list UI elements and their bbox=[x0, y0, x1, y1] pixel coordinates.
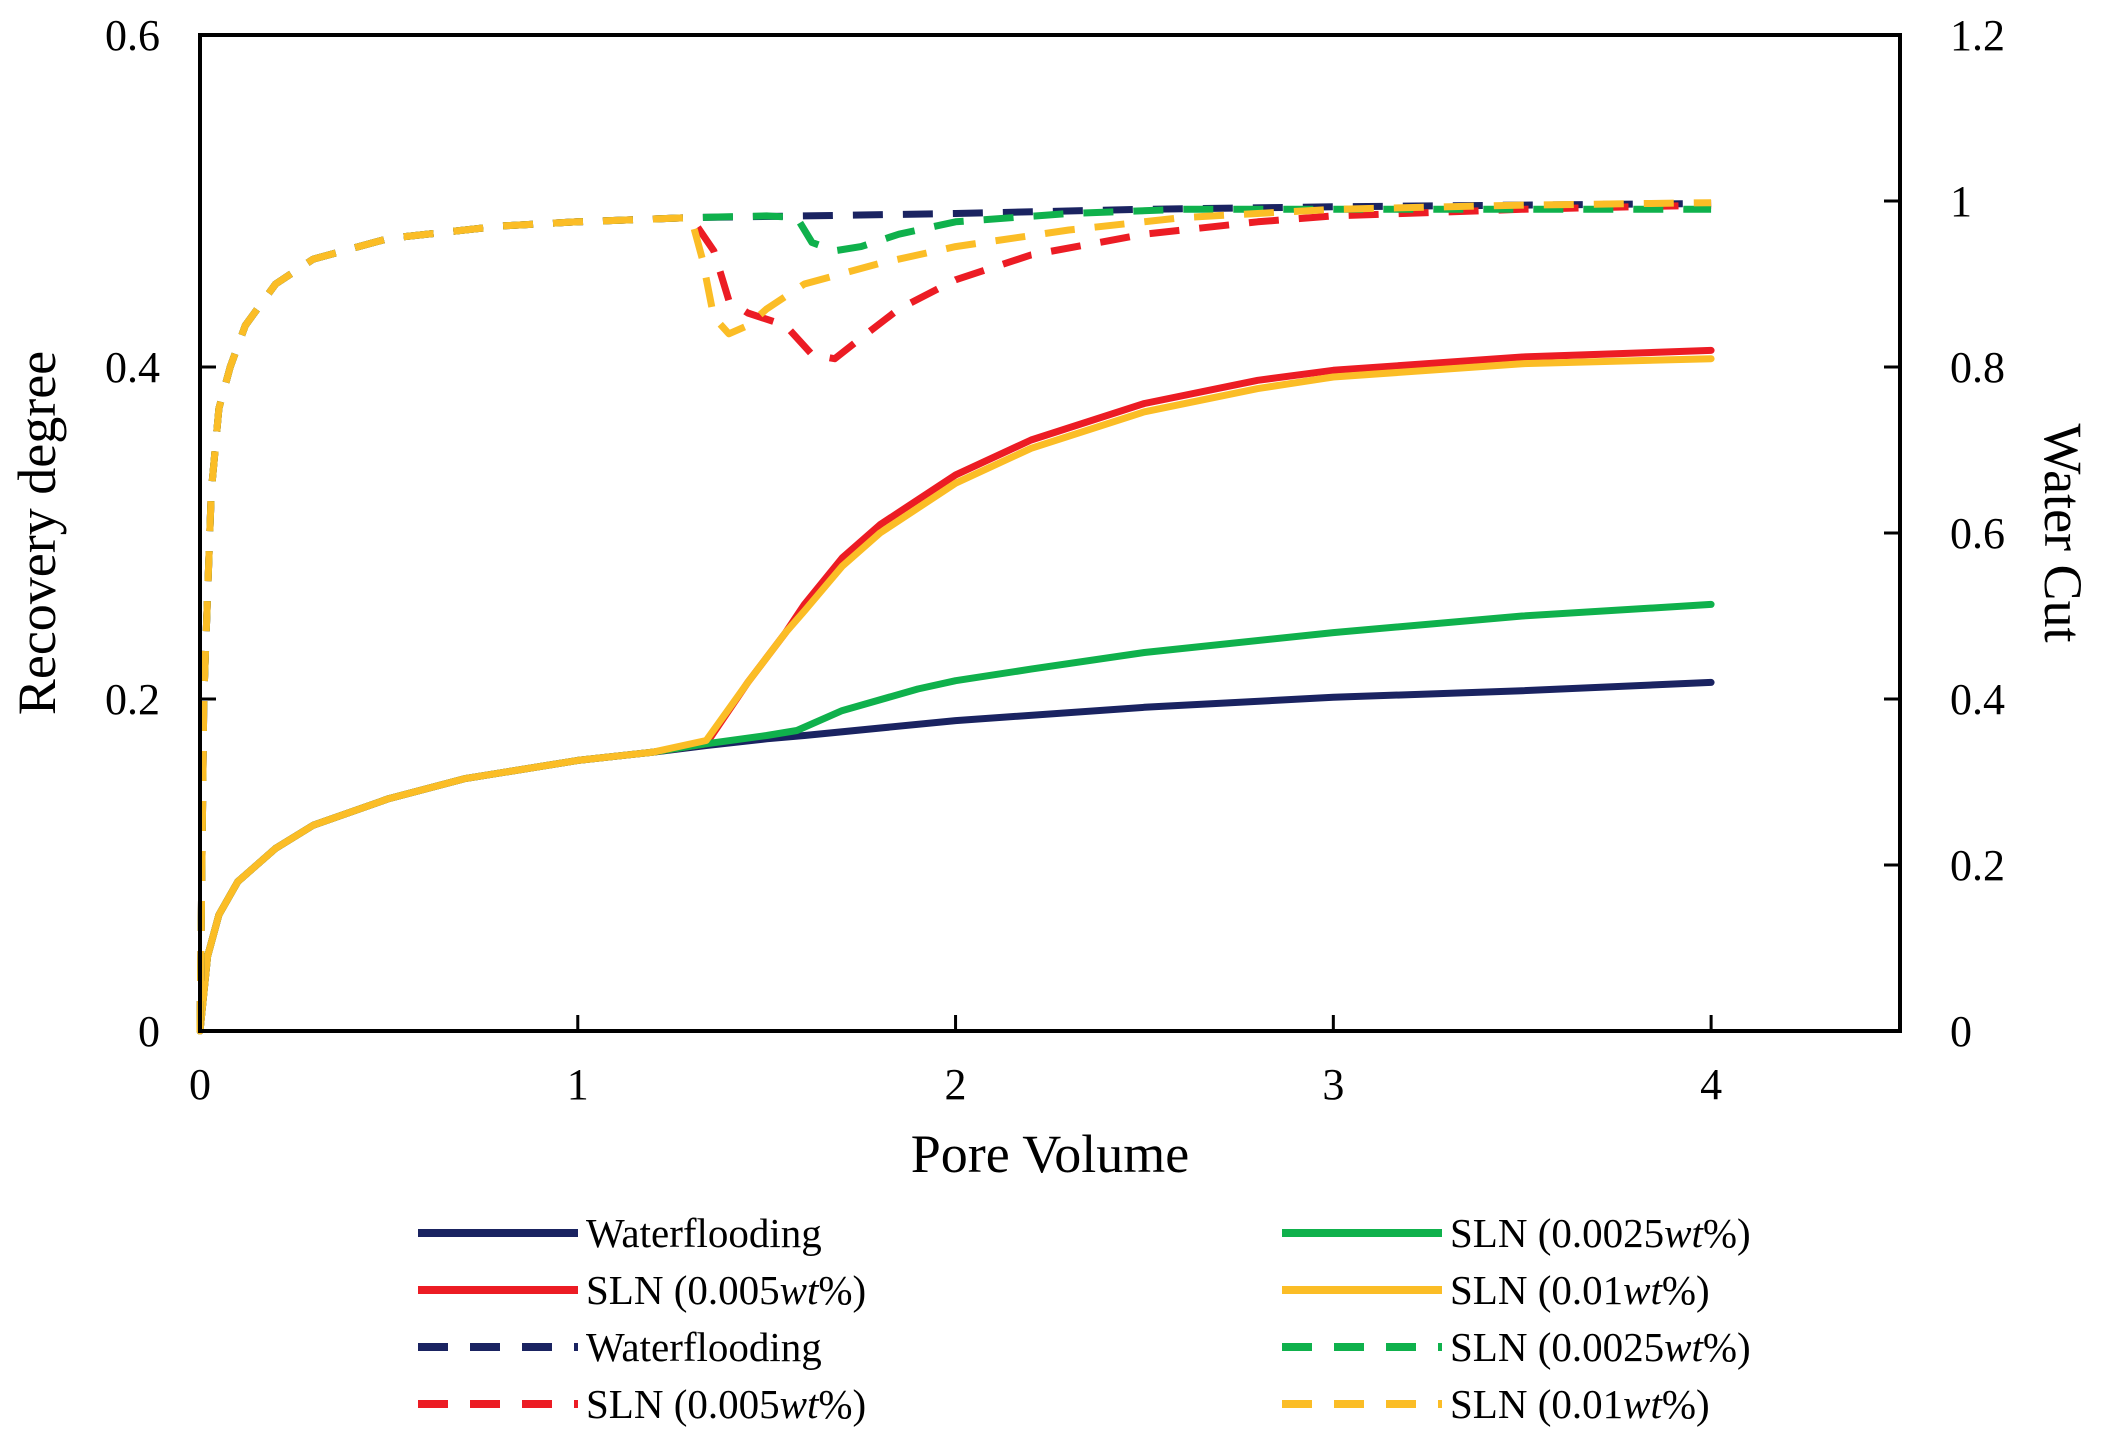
legend-label: SLN (0.01wt%) bbox=[1450, 1267, 1710, 1313]
legend-label: SLN (0.005wt%) bbox=[586, 1267, 866, 1313]
series-line-solid-sln-0-0025wt bbox=[196, 600, 1715, 1035]
tick-labels: 0 1 2 3 4 0 0.2 0.4 0.6 0 0.2 0.4 0.6 0.8 1 1.2 bbox=[105, 11, 2005, 1109]
y-left-tick-label: 0.4 bbox=[105, 343, 160, 392]
x-tick-label: 1 bbox=[567, 1060, 589, 1109]
series-line-dashed-sln-0-01wt bbox=[196, 199, 1712, 1032]
x-tick-label: 0 bbox=[189, 1060, 211, 1109]
series-line-solid-waterflooding bbox=[196, 678, 1715, 1035]
x-tick-label: 4 bbox=[1700, 1060, 1722, 1109]
y-axis-label-left: Recovery degree bbox=[7, 351, 67, 715]
legend-label: SLN (0.01wt%) bbox=[1450, 1381, 1710, 1427]
y-axis-label-right: Water Cut bbox=[2033, 423, 2093, 642]
plot-frame bbox=[198, 33, 1902, 1033]
legend-label: SLN (0.0025wt%) bbox=[1450, 1210, 1751, 1256]
ticks bbox=[198, 33, 1900, 1033]
series-line-dashed-sln-0-005wt bbox=[196, 201, 1712, 1032]
y-right-tick-label: 0.2 bbox=[1950, 841, 2005, 890]
series-line-solid-sln-0-01wt bbox=[196, 355, 1715, 1035]
legend-label: Waterflooding bbox=[586, 1324, 822, 1370]
y-right-tick-label: 0.4 bbox=[1950, 675, 2005, 724]
plot-lines bbox=[196, 199, 1715, 1035]
y-right-tick-label: 1 bbox=[1950, 177, 1972, 226]
x-tick-label: 2 bbox=[945, 1060, 967, 1109]
legend-label: SLN (0.0025wt%) bbox=[1450, 1324, 1751, 1370]
y-right-tick-label: 0 bbox=[1950, 1007, 1972, 1056]
legend: Waterflooding SLN (0.0025wt%) SLN (0.005wt… bbox=[418, 1210, 1751, 1427]
y-right-tick-label: 0.6 bbox=[1950, 509, 2005, 558]
y-right-tick-label: 1.2 bbox=[1950, 11, 2005, 60]
x-tick-label: 3 bbox=[1322, 1060, 1344, 1109]
y-left-tick-label: 0.6 bbox=[105, 11, 160, 60]
y-right-tick-label: 0.8 bbox=[1950, 343, 2005, 392]
legend-label: Waterflooding bbox=[586, 1210, 822, 1256]
x-axis-label: Pore Volume bbox=[911, 1124, 1190, 1184]
y-left-tick-label: 0 bbox=[138, 1007, 160, 1056]
y-left-tick-label: 0.2 bbox=[105, 675, 160, 724]
legend-label: SLN (0.005wt%) bbox=[586, 1381, 866, 1427]
